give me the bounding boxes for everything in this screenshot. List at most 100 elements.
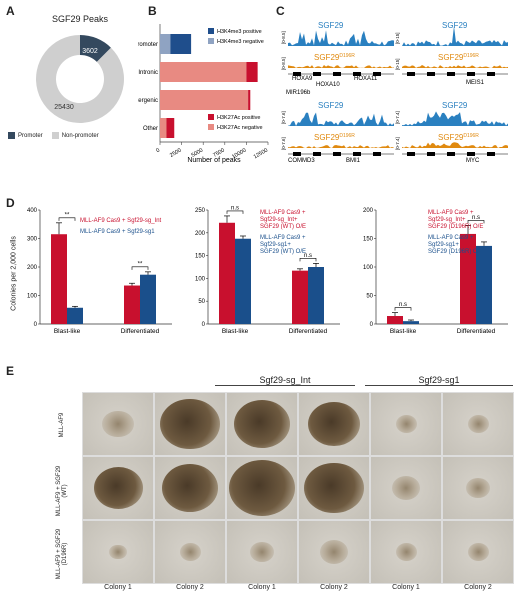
y-tick: 200: [27, 265, 38, 271]
micrograph-r1-c2: [154, 392, 226, 456]
category-label: Promoter: [138, 42, 158, 48]
gene-label: BMI1: [346, 158, 361, 164]
y-tick: 50: [198, 299, 205, 305]
bar-blast-like-0: [51, 234, 67, 324]
x-category: Blast-like: [390, 328, 417, 335]
micrograph-r2-c5: [370, 456, 442, 520]
colony-chart-3: 0 50 100 150 200 Blast-like n.s Differentiated n…: [363, 208, 508, 335]
panel-b-label: B: [148, 4, 157, 18]
x-tick: 5000: [191, 148, 205, 159]
legend-red: Sgf29-sg_Int+: [428, 217, 466, 223]
micrograph-r3-c1: [82, 520, 154, 584]
sgf29-track: [288, 112, 394, 126]
panel-c-label: C: [276, 4, 285, 18]
bar-differentiated-1: [308, 267, 324, 324]
y-tick: 0: [202, 322, 206, 328]
mutant-track: [402, 142, 508, 148]
y-tick: 0: [34, 322, 38, 328]
panel-d-label: D: [6, 196, 15, 210]
legend-red: Sgf29-sg_Int+: [260, 217, 298, 223]
bar-differentiated-1: [140, 274, 156, 324]
y-tick: 150: [195, 254, 206, 260]
bar-blast-like-0: [387, 316, 403, 324]
x-category: Differentiated: [121, 328, 160, 335]
legend-red: MLL-AF9 Cas9 +: [260, 210, 306, 216]
micrograph-r3-c2: [154, 520, 226, 584]
micrograph-r1-c6: [442, 392, 514, 456]
y-tick: 100: [363, 265, 374, 271]
y-tick: 100: [27, 294, 38, 300]
x-tick: 12500: [253, 148, 269, 161]
d-ylabel: Colonies per 2,000 cells: [10, 236, 18, 311]
track-label-mutant: SGF29D196R: [314, 133, 355, 142]
genome-tracks: SGF29 SGF29D196R [0-8.5] [0-8.5] SGF29 SGF29D…: [281, 21, 508, 164]
bar-differentiated-1: [476, 245, 492, 324]
track-label-wt: SGF29: [442, 21, 468, 30]
gene-label: HOXA9: [292, 76, 313, 82]
row-label-1: MLL-AF9: [59, 412, 65, 438]
bar-differentiated-0: [460, 233, 476, 324]
y-tick: 200: [363, 208, 374, 214]
legend-blue: MLL-AF9 Cas9 +: [428, 235, 474, 241]
gene-label: MYC: [466, 158, 480, 164]
gene-label: MEIS1: [466, 80, 485, 86]
legend-blue: Sgf29-sg1+: [260, 242, 291, 248]
significance: **: [138, 261, 143, 267]
x-axis-label: Number of peaks: [187, 157, 241, 164]
panel-a-label: A: [6, 4, 15, 18]
track-range-mut: [0-7.6]: [281, 137, 286, 150]
sgf29-track: [288, 30, 394, 46]
legend-h3k4-pos: H3K4me3 positive: [217, 29, 262, 35]
bar-blast-like-1: [403, 321, 419, 324]
col-label-2: Colony 2: [176, 584, 204, 591]
legend-blue: MLL-AF9 Cas9 + Sgf29-sg1: [80, 229, 155, 235]
significance: n.s: [304, 253, 312, 259]
pie-slice-nonpromoter: [36, 35, 124, 123]
track-label-mutant: SGF29D196R: [438, 53, 479, 62]
x-tick: 0: [155, 148, 161, 155]
x-tick: 2500: [169, 148, 183, 159]
significance: **: [65, 212, 70, 218]
x-category: Differentiated: [457, 328, 496, 335]
pie-title: SGF29 Peaks: [51, 14, 109, 24]
micrograph-r2-c3: [226, 456, 298, 520]
pie-label-nonpromoter: 25430: [54, 104, 74, 111]
micrograph-r1-c4: [298, 392, 370, 456]
significance: n.s: [399, 302, 407, 308]
col-label-3: Colony 1: [248, 584, 276, 591]
panel-e-label: E: [6, 364, 15, 378]
track-range-mut: [0-8.5]: [281, 57, 286, 70]
y-tick: 0: [370, 322, 374, 328]
row-label-2: MLL-AF9 + SGF29 (WT): [56, 465, 68, 517]
group-sg-int: Sgf29-sg_Int: [215, 375, 355, 386]
bar-other-3: [160, 118, 167, 138]
x-category: Blast-like: [54, 328, 81, 335]
y-tick: 150: [363, 237, 374, 243]
legend-h3k4-neg: H3K4me3 negative: [217, 39, 264, 45]
x-category: Blast-like: [222, 328, 249, 335]
mutant-track: [402, 65, 508, 68]
col-label-1: Colony 1: [104, 584, 132, 591]
legend-red: SGF29 (D196R) O/E: [428, 224, 483, 230]
bar-blast-like-1: [235, 238, 251, 324]
track-label-mutant: SGF29D196R: [314, 53, 355, 62]
colony-chart-2: 0 50 100 150 200 250 Blast-like n.s Differentiat…: [195, 205, 340, 335]
legend-blue: SGF29 (D196R) O/E: [428, 249, 483, 255]
bar-intronic-2: [246, 62, 258, 82]
micrograph-r1-c1: [82, 392, 154, 456]
track-range: [0-7.6]: [281, 111, 286, 124]
bar-intergenic-2: [248, 90, 251, 110]
gene-label: HOXA11: [354, 76, 378, 82]
y-tick: 100: [195, 276, 206, 282]
gene-label: COMMD3: [288, 158, 315, 164]
micrograph-r3-c5: [370, 520, 442, 584]
x-category: Differentiated: [289, 328, 328, 335]
gene-label: HOXA10: [316, 82, 340, 88]
col-label-4: Colony 2: [320, 584, 348, 591]
micrograph-r2-c1: [82, 456, 154, 520]
y-tick: 200: [195, 231, 206, 237]
track-label-wt: SGF29: [442, 101, 468, 110]
gene-label: MIR196b: [286, 90, 311, 96]
y-tick: 400: [27, 208, 38, 214]
legend-blue: MLL-AF9 Cas9 +: [260, 235, 306, 241]
